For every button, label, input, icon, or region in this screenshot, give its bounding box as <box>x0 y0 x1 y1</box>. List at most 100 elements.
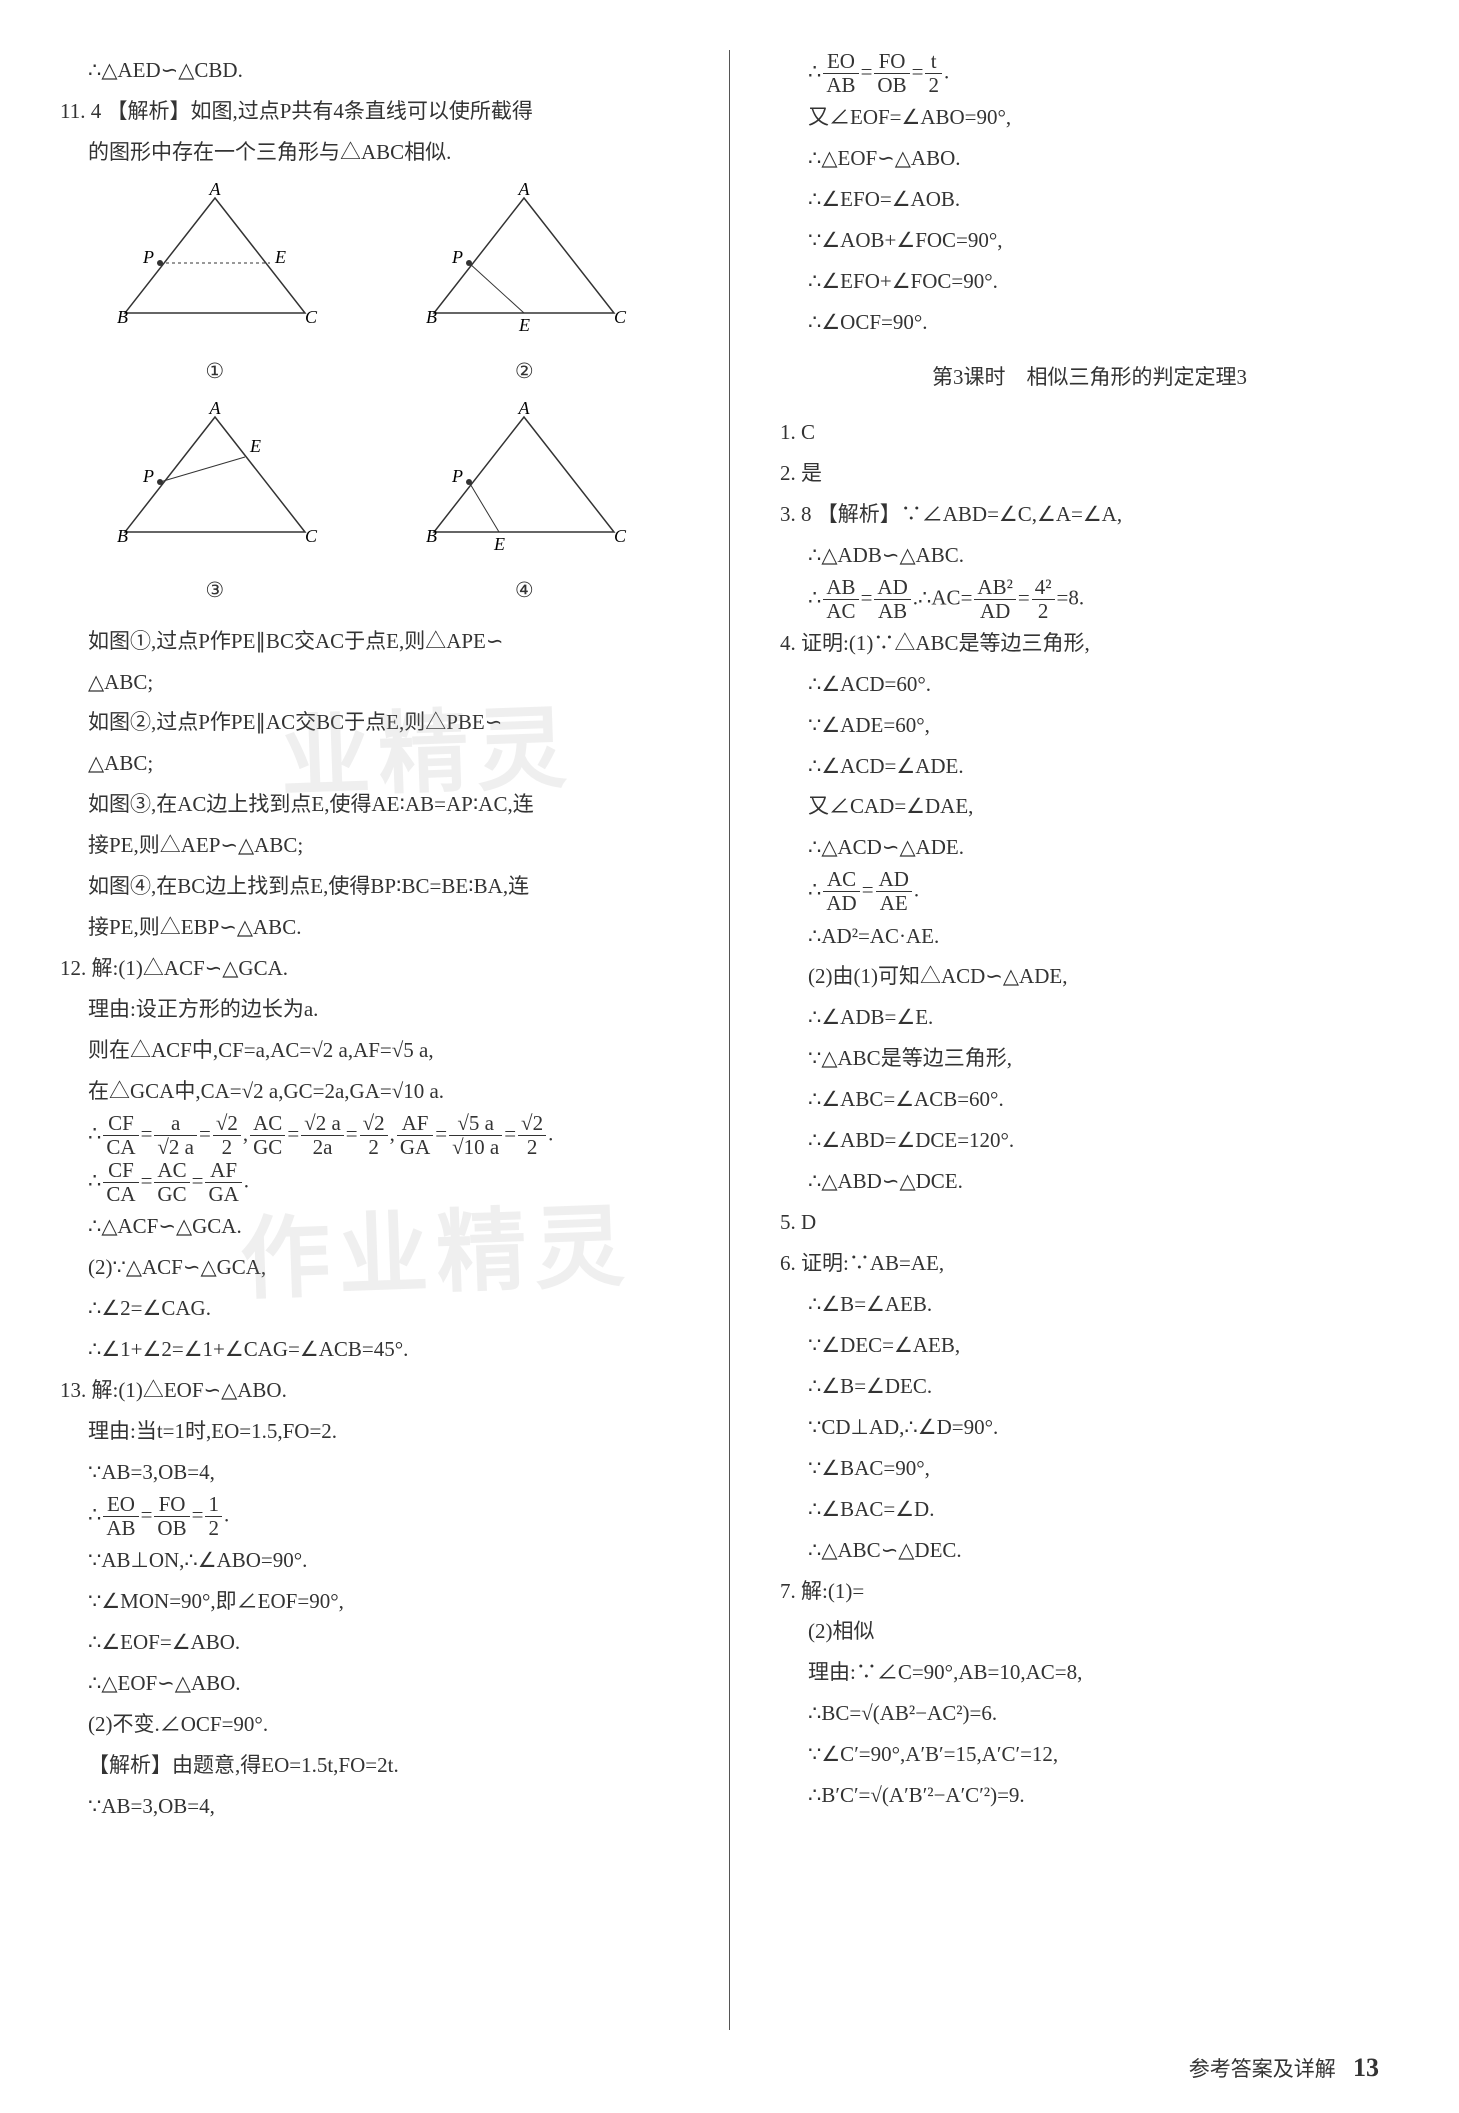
q-label: 【解析】 <box>817 502 901 526</box>
text-line: ∴∠EFO=∠AOB. <box>780 179 1399 220</box>
q11-line1: 11. 4 【解析】如图,过点P共有4条直线可以使所截得 <box>60 91 679 132</box>
text-line: ∴∠EFO+∠FOC=90°. <box>780 261 1399 302</box>
q-num: 7. <box>780 1579 796 1603</box>
page-footer: 参考答案及详解 13 <box>1189 2053 1379 2083</box>
q-num: 3. <box>780 502 796 526</box>
svg-text:A: A <box>208 183 221 199</box>
text-line: ∴△ACD∽△ADE. <box>780 827 1399 868</box>
q-head: 解: <box>92 956 119 980</box>
q7-head: 7. 解:(1)= <box>780 1571 1399 1612</box>
svg-text:C: C <box>614 526 627 546</box>
text-line: ∴∠OCF=90°. <box>780 302 1399 343</box>
q-text: (1)= <box>828 1579 864 1603</box>
svg-text:B: B <box>117 307 128 327</box>
q-text: 如图,过点P共有4条直线可以使所截得 <box>190 99 532 123</box>
triangle-svg-4: A B C P E <box>414 402 634 552</box>
figure-1: A B C P E ① <box>105 183 325 392</box>
svg-text:C: C <box>305 526 318 546</box>
q-text: ∵AB=AE, <box>849 1251 944 1275</box>
text-line: ∴AD²=AC·AE. <box>780 916 1399 957</box>
text-line: 如图③,在AC边上找到点E,使得AE∶AB=AP∶AC,连 <box>60 784 679 825</box>
fig-num-3: ③ <box>105 570 325 611</box>
text-line: 如图②,过点P作PE∥AC交BC于点E,则△PBE∽ <box>60 702 679 743</box>
text-line: ∵∠AOB+∠FOC=90°, <box>780 220 1399 261</box>
svg-text:B: B <box>426 307 437 327</box>
q3-line1: 3. 8 【解析】∵∠ABD=∠C,∠A=∠A, <box>780 494 1399 535</box>
left-column: ∴△AED∽△CBD. 11. 4 【解析】如图,过点P共有4条直线可以使所截得… <box>60 50 679 2030</box>
text-line: 又∠EOF=∠ABO=90°, <box>780 97 1399 138</box>
q-label: 【解析】 <box>106 99 190 123</box>
text-line: ∵AB=3,OB=4, <box>60 1452 679 1493</box>
svg-text:A: A <box>518 183 531 199</box>
text-line: ∴∠1+∠2=∠1+∠CAG=∠ACB=45°. <box>60 1329 679 1370</box>
frac-line-r1: ∴EOAB=FOOB=t2. <box>780 50 1399 97</box>
text-line: ∵∠BAC=90°, <box>780 1448 1399 1489</box>
svg-text:P: P <box>451 466 463 486</box>
text-line: ∴△AED∽△CBD. <box>60 50 679 91</box>
text-line: ∴△EOF∽△ABO. <box>780 138 1399 179</box>
svg-text:A: A <box>208 402 221 418</box>
footer-label: 参考答案及详解 <box>1189 2057 1336 2081</box>
q6-head: 6. 证明:∵AB=AE, <box>780 1243 1399 1284</box>
text-line: ∵CD⊥AD,∴∠D=90°. <box>780 1407 1399 1448</box>
triangle-svg-2: A B C P E <box>414 183 634 333</box>
figure-3: A B C P E ③ <box>105 402 325 611</box>
text-line: ∴BC=√(AB²−AC²)=6. <box>780 1693 1399 1734</box>
q4-head: 4. 证明:(1)∵△ABC是等边三角形, <box>780 623 1399 664</box>
text-line: 接PE,则△EBP∽△ABC. <box>60 907 679 948</box>
text-line: ∴B′C′=√(A′B′²−A′C′²)=9. <box>780 1775 1399 1816</box>
text-line: 如图①,过点P作PE∥BC交AC于点E,则△APE∽ <box>60 621 679 662</box>
answer-5: 5. D <box>780 1202 1399 1243</box>
text-line: ∵∠DEC=∠AEB, <box>780 1325 1399 1366</box>
text-line: ∵∠MON=90°,即∠EOF=90°, <box>60 1581 679 1622</box>
text-line: ∴△ABC∽△DEC. <box>780 1530 1399 1571</box>
text-line: 理由:当t=1时,EO=1.5,FO=2. <box>60 1411 679 1452</box>
text-line: ∴∠B=∠DEC. <box>780 1366 1399 1407</box>
text-line: 理由:∵∠C=90°,AB=10,AC=8, <box>780 1652 1399 1693</box>
text-line: ∴∠BAC=∠D. <box>780 1489 1399 1530</box>
text-line: ∵AB=3,OB=4, <box>60 1786 679 1827</box>
right-column: ∴EOAB=FOOB=t2. 又∠EOF=∠ABO=90°, ∴△EOF∽△AB… <box>780 50 1399 2030</box>
text-line: △ABC; <box>60 662 679 703</box>
column-divider <box>729 50 730 2030</box>
q13-head: 13. 解:(1)△EOF∽△ABO. <box>60 1370 679 1411</box>
q-head: 证明: <box>801 1251 849 1275</box>
text-line: ∵AB⊥ON,∴∠ABO=90°. <box>60 1540 679 1581</box>
triangle-svg-1: A B C P E <box>105 183 325 333</box>
text-line: ∴△EOF∽△ABO. <box>60 1663 679 1704</box>
q-text: ∵∠ABD=∠C,∠A=∠A, <box>901 502 1122 526</box>
frac-line-q12-6: ∴CFCA=ACGC=AFGA. <box>60 1159 679 1206</box>
q-num: 13. <box>60 1378 86 1402</box>
text-line: ∴∠B=∠AEB. <box>780 1284 1399 1325</box>
svg-text:P: P <box>451 247 463 267</box>
svg-text:B: B <box>117 526 128 546</box>
text-line: ∵∠ADE=60°, <box>780 705 1399 746</box>
svg-text:C: C <box>614 307 627 327</box>
text-line: ∴△ACF∽△GCA. <box>60 1206 679 1247</box>
text-line: 理由:设正方形的边长为a. <box>60 989 679 1030</box>
fig-num-4: ④ <box>414 570 634 611</box>
svg-text:A: A <box>518 402 531 418</box>
svg-text:B: B <box>426 526 437 546</box>
text-line: ∴∠ACD=60°. <box>780 664 1399 705</box>
text-line: ∴∠ADB=∠E. <box>780 997 1399 1038</box>
svg-text:E: E <box>493 534 505 552</box>
text-line: ∵△ABC是等边三角形, <box>780 1038 1399 1079</box>
q-head: 证明: <box>801 631 849 655</box>
text-line: ∴∠ABD=∠DCE=120°. <box>780 1120 1399 1161</box>
svg-text:P: P <box>142 466 154 486</box>
text-line: 的图形中存在一个三角形与△ABC相似. <box>60 132 679 173</box>
svg-text:E: E <box>274 247 286 267</box>
q-text: (1)△EOF∽△ABO. <box>118 1378 287 1402</box>
text-line: △ABC; <box>60 743 679 784</box>
answer-2: 2. 是 <box>780 453 1399 494</box>
text-line: (2)由(1)可知△ACD∽△ADE, <box>780 956 1399 997</box>
page-number: 13 <box>1353 2053 1379 2082</box>
svg-text:C: C <box>305 307 318 327</box>
q-head: 解: <box>92 1378 119 1402</box>
text-line: ∵∠C′=90°,A′B′=15,A′C′=12, <box>780 1734 1399 1775</box>
text-line: ∴∠ACD=∠ADE. <box>780 746 1399 787</box>
text-line: ∴∠EOF=∠ABO. <box>60 1622 679 1663</box>
q-ans: 8 <box>801 502 812 526</box>
text-line: ∴△ADB∽△ABC. <box>780 535 1399 576</box>
